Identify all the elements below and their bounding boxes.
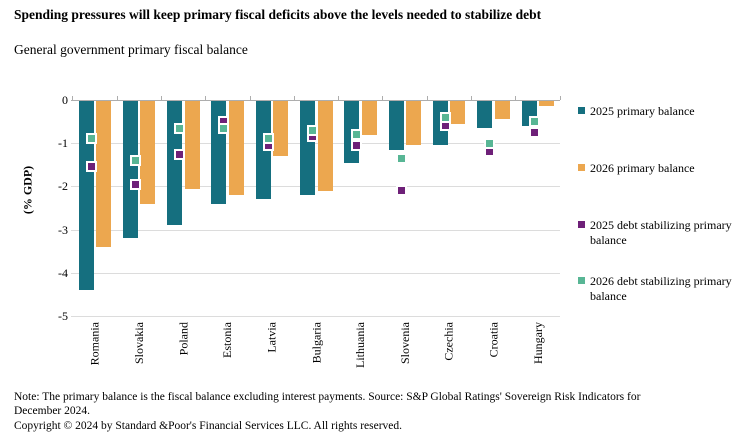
chart-subtitle: General government primary fiscal balanc… (14, 42, 248, 57)
bar-2026-primary-balance-Latvia (273, 100, 289, 157)
y-tick-label: -3 (58, 222, 68, 237)
bar-2026-primary-balance-Hungary (539, 100, 554, 107)
marker-2026-debt-stabilizing-primary-balance-Czechia (439, 111, 451, 123)
y-tick-label: -1 (58, 136, 68, 151)
y-tick-label: -5 (58, 309, 68, 323)
gridline (71, 272, 560, 274)
marker-2026-debt-stabilizing-primary-balance-Poland (174, 122, 186, 134)
gridline (71, 316, 560, 317)
marker-2025-debt-stabilizing-primary-balance-Romania (85, 161, 97, 173)
x-axis-tick (160, 96, 162, 100)
bar-2026-primary-balance-Lithuania (361, 100, 377, 135)
x-tick-label: Hungary (530, 322, 545, 364)
bar-2025-primary-balance-Romania (78, 100, 94, 291)
x-tick-label: Romania (87, 322, 102, 366)
marker-2026-debt-stabilizing-primary-balance-Lithuania (351, 129, 363, 141)
bar-2026-primary-balance-Slovakia (140, 100, 156, 204)
note-text: Note: The primary balance is the fiscal … (14, 391, 641, 417)
gridline (71, 229, 560, 231)
legend-item: 2025 debt stabilizing primary balance (578, 218, 732, 248)
bar-2025-primary-balance-Slovakia (122, 100, 138, 239)
x-tick-label: Latvia (264, 322, 279, 353)
y-tick-label: 0 (62, 93, 68, 107)
x-tick-label: Slovakia (131, 322, 146, 364)
x-tick-label: Croatia (486, 322, 501, 358)
x-axis-tick (382, 96, 384, 100)
marker-2026-debt-stabilizing-primary-balance-Croatia (484, 137, 496, 149)
x-axis-tick (559, 96, 561, 100)
bar-2026-primary-balance-Slovenia (406, 100, 422, 146)
gridline (71, 186, 560, 188)
x-axis-tick (205, 96, 207, 100)
marker-2026-debt-stabilizing-primary-balance-Hungary (528, 116, 540, 128)
bar-2026-primary-balance-Czechia (450, 100, 466, 124)
marker-2025-debt-stabilizing-primary-balance-Poland (174, 148, 186, 160)
marker-2025-debt-stabilizing-primary-balance-Hungary (528, 126, 540, 138)
y-tick-label: -4 (58, 265, 68, 280)
legend-swatch-icon (578, 277, 585, 284)
legend-swatch-icon (578, 164, 585, 171)
x-tick-label: Estonia (220, 322, 235, 358)
legend-item-label: 2025 debt stabilizing primary balance (590, 218, 732, 247)
bar-2026-primary-balance-Croatia (494, 100, 510, 120)
y-tick-label: -2 (58, 179, 68, 194)
bar-2026-primary-balance-Romania (96, 100, 111, 247)
bar-2026-primary-balance-Poland (184, 100, 200, 189)
marker-2025-debt-stabilizing-primary-balance-Slovenia (395, 185, 407, 197)
x-tick-label: Poland (176, 322, 191, 356)
legend-swatch-icon (578, 107, 585, 114)
x-tick-label: Czechia (441, 322, 456, 361)
marker-2026-debt-stabilizing-primary-balance-Estonia (218, 122, 230, 134)
bar-2025-primary-balance-Poland (167, 100, 183, 226)
legend-item: 2026 primary balance (578, 161, 732, 176)
x-tick-label: Slovenia (397, 322, 412, 364)
x-axis-tick (338, 96, 340, 100)
x-axis-tick (515, 96, 517, 100)
x-axis-tick (116, 96, 118, 100)
bar-2026-primary-balance-Estonia (228, 100, 244, 196)
x-tick-label: Lithuania (353, 322, 368, 368)
bar-2025-primary-balance-Slovenia (388, 100, 404, 150)
x-axis-tick (72, 96, 74, 100)
bar-2025-primary-balance-Bulgaria (300, 100, 315, 196)
bar-2025-primary-balance-Croatia (477, 100, 493, 129)
marker-2026-debt-stabilizing-primary-balance-Slovakia (129, 154, 141, 166)
marker-2025-debt-stabilizing-primary-balance-Lithuania (351, 139, 363, 151)
marker-2025-debt-stabilizing-primary-balance-Slovakia (129, 178, 141, 190)
x-axis-tick (426, 96, 428, 100)
legend-item: 2026 debt stabilizing primary balance (578, 274, 732, 304)
legend-item-label: 2026 debt stabilizing primary balance (590, 274, 732, 303)
x-tick-label: Bulgaria (309, 322, 323, 364)
legend-item-label: 2025 primary balance (590, 104, 695, 118)
x-axis-tick (293, 96, 295, 100)
chart-title: Spending pressures will keep primary fis… (14, 7, 542, 22)
copyright-text: Copyright © 2024 by Standard &Poor's Fin… (14, 420, 403, 432)
gridline (71, 143, 560, 145)
bar-2026-primary-balance-Bulgaria (317, 100, 333, 191)
x-axis-tick (471, 96, 473, 100)
x-axis-tick (249, 96, 251, 100)
marker-2026-debt-stabilizing-primary-balance-Slovenia (395, 152, 407, 164)
legend-item-label: 2026 primary balance (590, 161, 695, 175)
marker-2026-debt-stabilizing-primary-balance-Bulgaria (307, 124, 318, 136)
legend-swatch-icon (578, 221, 585, 228)
legend-item: 2025 primary balance (578, 104, 732, 119)
marker-2026-debt-stabilizing-primary-balance-Latvia (262, 133, 274, 145)
x-axis-line (71, 100, 560, 101)
legend: 2025 primary balance 2026 primary balance… (578, 0, 740, 330)
marker-2026-debt-stabilizing-primary-balance-Romania (85, 133, 97, 145)
